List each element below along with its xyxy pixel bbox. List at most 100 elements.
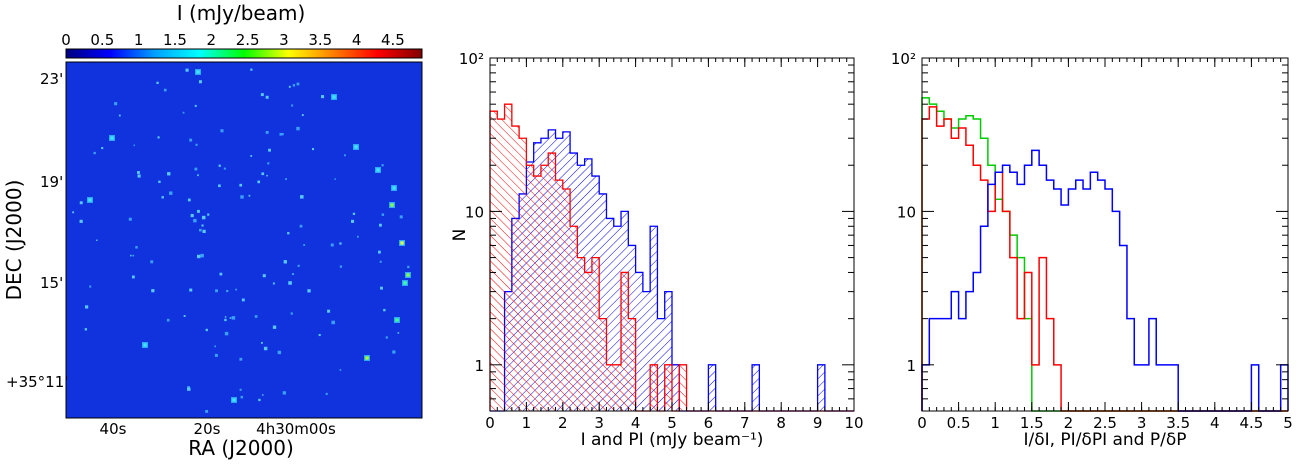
source-blob bbox=[199, 228, 202, 232]
source-blob bbox=[282, 391, 286, 395]
source-blob bbox=[344, 154, 346, 157]
source-blob bbox=[239, 388, 242, 391]
source-blob bbox=[240, 195, 244, 199]
source-blob bbox=[265, 130, 269, 134]
x-tick-label: 3.5 bbox=[1166, 414, 1190, 432]
colorbar-tick-label: 3 bbox=[279, 31, 289, 49]
source-blob bbox=[381, 213, 385, 216]
histogram-y-label: N bbox=[450, 229, 470, 242]
source-blob bbox=[130, 254, 132, 257]
source-blob bbox=[272, 282, 275, 285]
x-tick-label: 0 bbox=[485, 414, 495, 432]
histogram-bar bbox=[555, 180, 563, 411]
source-blob-bright bbox=[354, 145, 358, 149]
colorbar-tick-label: 0 bbox=[61, 31, 71, 49]
histogram-snr-panel: 0 0.5 1 1.5 2 2.5 3 3.5 4 4.5 5 10² 10 1 I/δI, PI/δPI… bbox=[891, 50, 1293, 450]
source-blob bbox=[194, 104, 197, 107]
colorbar-tick-label: 3.5 bbox=[308, 31, 332, 49]
histogram-intensity-panel: 0 1 2 3 4 5 6 7 8 9 10 10² 10 1 I and PI (mJy beam⁻¹)… bbox=[450, 50, 864, 450]
source-blob bbox=[214, 345, 217, 348]
source-blob-bright bbox=[88, 198, 92, 202]
source-blob-bright bbox=[196, 70, 200, 74]
histogram-bar bbox=[628, 318, 636, 411]
histogram-bar bbox=[613, 226, 622, 411]
source-blob bbox=[297, 264, 300, 267]
source-blob bbox=[131, 275, 135, 279]
source-blob bbox=[137, 174, 141, 178]
source-blob bbox=[397, 332, 400, 334]
map-y-label: DEC (J2000) bbox=[2, 180, 26, 301]
y-tick-label: 1 bbox=[906, 357, 916, 375]
histogram-x-label: I and PI (mJy beam⁻¹) bbox=[581, 430, 764, 450]
source-blob bbox=[399, 215, 403, 219]
histogram-bar bbox=[635, 272, 643, 411]
x-tick-label: 3 bbox=[1137, 414, 1147, 432]
source-blob bbox=[325, 392, 328, 395]
source-blob bbox=[339, 369, 342, 371]
source-blob bbox=[72, 211, 75, 214]
plot-frame bbox=[921, 57, 1289, 412]
x-tick-label: 0.5 bbox=[947, 414, 971, 432]
histogram-bar bbox=[752, 364, 760, 411]
histogram-bar bbox=[519, 138, 527, 411]
map-y-ticks: 23' 19' 15' +35°11' bbox=[6, 70, 68, 391]
source-blob bbox=[189, 288, 193, 292]
source-blob bbox=[135, 246, 138, 249]
colorbar bbox=[65, 48, 423, 59]
source-blob bbox=[290, 312, 293, 315]
source-blob bbox=[301, 114, 304, 116]
x-tick-label: 2.5 bbox=[1093, 414, 1117, 432]
x-tick-label: 0 bbox=[917, 414, 927, 432]
source-blob-bright bbox=[403, 281, 407, 285]
x-tick-label: 1 bbox=[990, 414, 1000, 432]
source-blob bbox=[300, 195, 304, 199]
source-blob bbox=[214, 353, 218, 357]
source-blob bbox=[200, 253, 204, 258]
colorbar-tick-label: 4 bbox=[352, 31, 362, 49]
source-blob bbox=[311, 147, 315, 151]
source-blob bbox=[266, 174, 268, 177]
histogram-bar bbox=[533, 176, 541, 411]
source-blob bbox=[187, 198, 191, 202]
histogram-bar bbox=[511, 126, 520, 411]
source-blob bbox=[407, 265, 410, 269]
source-blob bbox=[231, 316, 236, 320]
source-blob-bright bbox=[392, 186, 396, 190]
source-blob bbox=[258, 398, 261, 402]
source-blob bbox=[383, 308, 386, 312]
histogram-bar bbox=[591, 257, 600, 411]
source-blob bbox=[385, 336, 388, 339]
source-blob bbox=[392, 350, 396, 354]
map-frame bbox=[65, 61, 423, 419]
x-tick-label: 7 bbox=[740, 414, 750, 432]
source-blob bbox=[169, 191, 173, 195]
source-blob bbox=[352, 212, 356, 215]
source-blob bbox=[224, 331, 229, 336]
source-blob bbox=[331, 320, 335, 325]
map-x-label: RA (J2000) bbox=[188, 436, 294, 460]
source-blob bbox=[96, 239, 98, 242]
source-blob bbox=[262, 394, 264, 396]
x-tick-label: 4 bbox=[631, 414, 641, 432]
source-blob bbox=[118, 114, 121, 117]
source-blob bbox=[196, 254, 201, 259]
source-blob-bright bbox=[365, 356, 369, 360]
x-tick-label: 1 bbox=[522, 414, 532, 432]
colorbar-tick-label: 1 bbox=[134, 31, 144, 49]
source-blob bbox=[202, 229, 206, 234]
source-blob bbox=[327, 309, 331, 313]
map-panel: I (mJy/beam) 0 0.5 1 1.5 2 2.5 3 3.5 4 4.5 23' 19'… bbox=[2, 1, 423, 460]
source-blob bbox=[229, 317, 232, 319]
source-blob bbox=[163, 88, 167, 92]
source-blob bbox=[218, 164, 221, 167]
y-tick-label: 10 bbox=[897, 203, 916, 221]
source-blob bbox=[296, 126, 300, 131]
colorbar-tick-label: 1.5 bbox=[163, 31, 187, 49]
x-tick-label: 6 bbox=[704, 414, 714, 432]
x-tick-label: 4.5 bbox=[1239, 414, 1263, 432]
source-blob bbox=[381, 164, 384, 167]
histogram-bar bbox=[606, 364, 614, 411]
source-blob bbox=[356, 235, 359, 238]
source-blob bbox=[198, 80, 202, 84]
x-tick-label: 4 bbox=[1210, 414, 1220, 432]
